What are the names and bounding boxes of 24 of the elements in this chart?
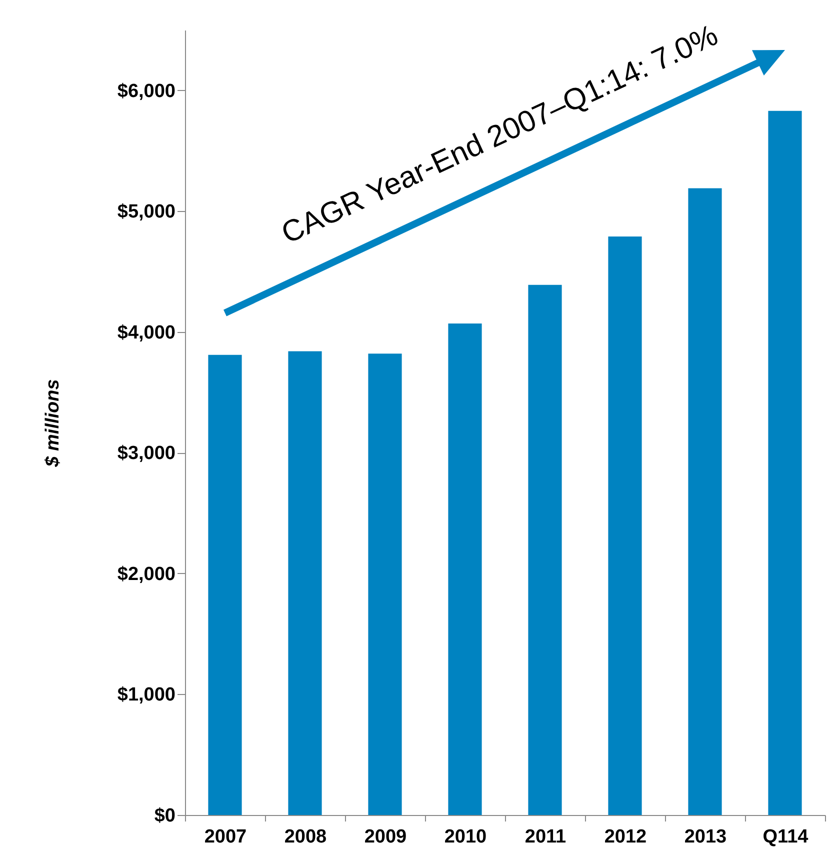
y-tick-label: $1,000 — [117, 684, 176, 706]
bar — [368, 354, 402, 815]
x-tick-label: 2007 — [204, 826, 247, 848]
x-tick-label: 2012 — [604, 826, 647, 848]
x-tick-label: 2010 — [444, 826, 487, 848]
x-tick-label: 2008 — [284, 826, 327, 848]
y-tick-label: $3,000 — [117, 443, 176, 464]
y-tick-label: $6,000 — [117, 80, 176, 102]
bar — [528, 284, 562, 815]
bar — [768, 110, 802, 815]
x-tick-label: 2011 — [524, 826, 567, 848]
bar — [608, 236, 642, 815]
bar — [448, 323, 482, 815]
bar — [288, 351, 322, 815]
x-tick-label: 2009 — [364, 826, 407, 848]
y-axis-title: $ millions — [42, 379, 64, 468]
y-tick-label: $5,000 — [117, 202, 176, 223]
x-tick-label: 2013 — [684, 826, 727, 848]
y-tick-label: $0 — [154, 806, 176, 826]
y-tick-label: $4,000 — [117, 322, 176, 344]
y-tick-label: $2,000 — [117, 564, 176, 585]
bar — [688, 188, 722, 815]
bar — [208, 354, 242, 815]
x-tick-label: Q114 — [762, 826, 809, 848]
